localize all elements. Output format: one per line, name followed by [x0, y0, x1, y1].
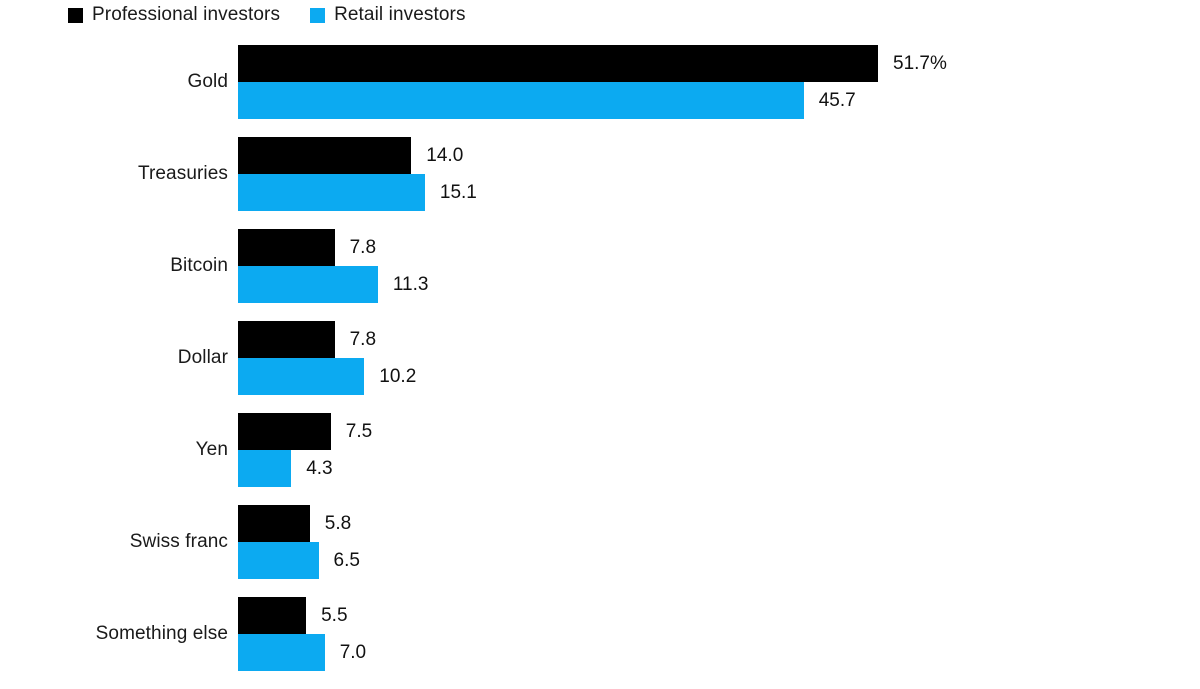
bar-row: Bitcoin 7.8 11.3	[0, 229, 1200, 303]
bar-line: 6.5	[238, 542, 1200, 579]
bar-retail	[238, 358, 365, 395]
bar-line: 5.8	[238, 505, 1200, 542]
value-label: 6.5	[333, 549, 360, 571]
bar-row: Yen 7.5 4.3	[0, 413, 1200, 487]
value-label: 7.8	[349, 328, 377, 350]
bar-line: 7.5	[238, 413, 1200, 450]
category-label: Yen	[195, 439, 228, 460]
value-label: 14.0	[426, 144, 464, 166]
bar-row: Dollar 7.8 10.2	[0, 321, 1200, 395]
category-label: Dollar	[177, 347, 228, 368]
value-label: 5.8	[324, 512, 352, 534]
bar-group: 14.0 15.1	[238, 137, 1200, 211]
bar-group: 7.5 4.3	[238, 413, 1200, 487]
category-label: Something else	[95, 623, 228, 644]
bar-line: 10.2	[238, 358, 1200, 395]
bar-professional	[238, 505, 310, 542]
bar-retail	[238, 450, 292, 487]
bar-group: 7.8 11.3	[238, 229, 1200, 303]
bar-line: 7.0	[238, 634, 1200, 671]
bar-professional	[238, 45, 878, 82]
bar-line: 5.5	[238, 597, 1200, 634]
bar-line: 45.7	[238, 82, 1200, 119]
bar-professional	[238, 229, 335, 266]
legend-item-professional: Professional investors	[68, 4, 280, 26]
value-label: 5.5	[321, 604, 348, 626]
bar-group: 5.5 7.0	[238, 597, 1200, 671]
bar-line: 15.1	[238, 174, 1200, 211]
bar-group: 5.8 6.5	[238, 505, 1200, 579]
bar-group: 7.8 10.2	[238, 321, 1200, 395]
value-label: 7.5	[345, 420, 373, 442]
value-label: 10.2	[379, 365, 417, 387]
value-label: 7.8	[349, 236, 377, 258]
legend-label-retail: Retail investors	[334, 4, 466, 25]
bar-row: Swiss franc 5.8 6.5	[0, 505, 1200, 579]
legend-label-professional: Professional investors	[92, 4, 281, 25]
value-label: 51.7%	[893, 52, 947, 74]
bar-group: 51.7% 45.7	[238, 45, 1200, 119]
bar-line: 7.8	[238, 229, 1200, 266]
bar-professional	[238, 137, 412, 174]
category-label: Swiss franc	[129, 531, 228, 552]
bar-line: 4.3	[238, 450, 1200, 487]
bar-retail	[238, 542, 319, 579]
value-label: 4.3	[306, 457, 333, 479]
value-label: 15.1	[439, 181, 477, 203]
bar-retail	[238, 266, 378, 303]
bar-professional	[238, 413, 331, 450]
value-label: 45.7	[818, 89, 856, 111]
bar-line: 11.3	[238, 266, 1200, 303]
bar-retail	[238, 82, 804, 119]
bar-line: 51.7%	[238, 45, 1200, 82]
chart-legend: Professional investors Retail investors	[68, 4, 466, 26]
value-label: 11.3	[392, 273, 429, 295]
bar-chart: Gold 51.7% 45.7 Treasuries 14.0 15.1 Bitcoin 7.…	[0, 45, 1200, 689]
bar-line: 7.8	[238, 321, 1200, 358]
professional-swatch-icon	[68, 7, 83, 23]
bar-professional	[238, 597, 307, 634]
category-label: Gold	[187, 71, 228, 92]
bar-retail	[238, 174, 425, 211]
bar-row: Gold 51.7% 45.7	[0, 45, 1200, 119]
bar-row: Something else 5.5 7.0	[0, 597, 1200, 671]
bar-line: 14.0	[238, 137, 1200, 174]
value-label: 7.0	[339, 641, 367, 663]
bar-row: Treasuries 14.0 15.1	[0, 137, 1200, 211]
bar-retail	[238, 634, 325, 671]
category-label: Treasuries	[137, 163, 228, 184]
category-label: Bitcoin	[170, 255, 228, 276]
bar-professional	[238, 321, 335, 358]
retail-swatch-icon	[310, 7, 326, 23]
legend-item-retail: Retail investors	[310, 4, 465, 26]
